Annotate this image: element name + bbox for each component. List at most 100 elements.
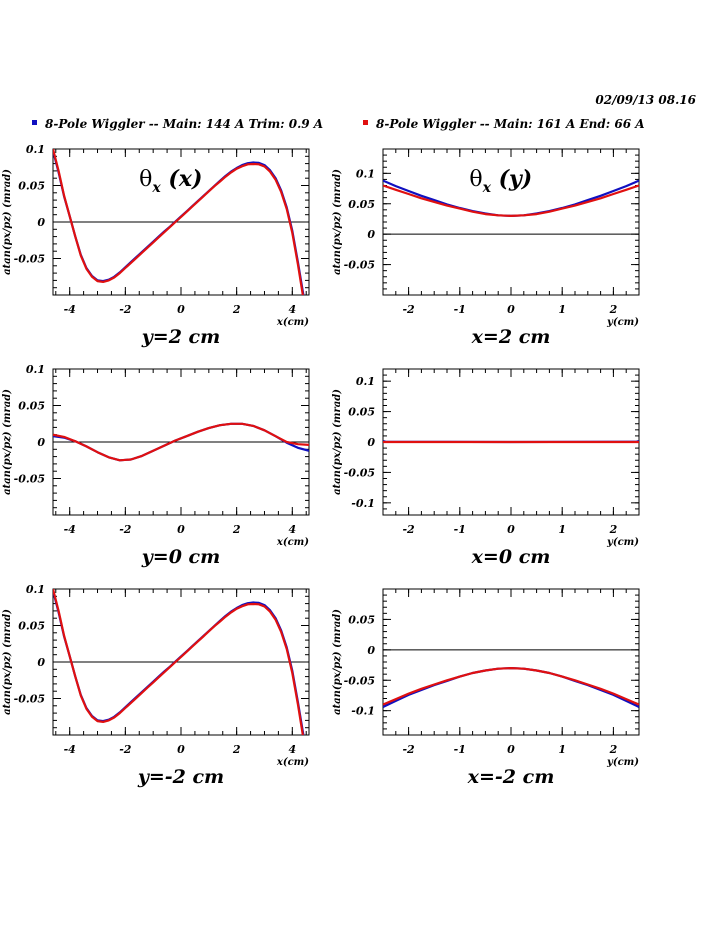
y-tick-label: 0 xyxy=(367,436,375,449)
series-line-red xyxy=(53,149,304,295)
plot-frame xyxy=(382,588,640,736)
series-line-red xyxy=(53,422,309,462)
panel-title: θx (y) xyxy=(469,166,532,196)
y-tick-label: 0.05 xyxy=(348,406,375,419)
panel-5: -2 -1 0 1 2 -0.1 -0.05 0 0.05 atan(px/pz) (mrad) y… xyxy=(332,588,640,788)
x-tick-label: -4 xyxy=(64,523,76,536)
x-tick-label: 4 xyxy=(288,523,296,536)
y-tick-label: -0.1 xyxy=(351,705,375,718)
y-tick-label: 0 xyxy=(37,656,45,669)
x-tick-label: -1 xyxy=(454,743,466,756)
x-tick-label: -2 xyxy=(402,523,415,536)
panel-caption: x=0 cm xyxy=(471,546,551,568)
x-axis-label: y(cm) xyxy=(606,537,639,548)
y-tick-label: -0.05 xyxy=(14,253,45,266)
panel-caption: y=2 cm xyxy=(141,326,220,348)
panel-caption: y=-2 cm xyxy=(137,766,224,788)
y-tick-label: -0.05 xyxy=(14,693,45,706)
y-tick-label: -0.05 xyxy=(344,466,375,479)
y-tick-label: 0.1 xyxy=(26,363,45,376)
series-line-red xyxy=(383,184,639,217)
x-tick-label: 2 xyxy=(609,523,618,536)
x-tick-label: 0 xyxy=(507,743,515,756)
x-tick-label: 2 xyxy=(609,743,618,756)
x-axis-label: y(cm) xyxy=(606,317,639,328)
y-tick-label: 0.05 xyxy=(18,180,45,193)
y-tick-label: 0.1 xyxy=(356,167,375,180)
date-stamp: 02/09/13 08.16 xyxy=(595,93,696,107)
x-tick-label: 0 xyxy=(177,523,185,536)
panel-title: θx (x) xyxy=(139,166,202,196)
y-tick-label: 0 xyxy=(367,644,375,657)
y-tick-label: 0.1 xyxy=(26,583,45,596)
panel-caption: x=2 cm xyxy=(471,326,551,348)
y-tick-label: -0.1 xyxy=(351,497,375,510)
x-axis-label: x(cm) xyxy=(276,537,309,548)
series-line-red xyxy=(53,589,304,735)
panel-2: -4 -2 0 2 4 -0.05 0 0.05 0.1 atan(px/pz) (mrad) x(… xyxy=(2,363,310,568)
y-axis-label: atan(px/pz) (mrad) xyxy=(332,169,343,275)
y-tick-label: 0.05 xyxy=(18,620,45,633)
x-tick-label: 2 xyxy=(232,303,241,316)
x-tick-label: 4 xyxy=(288,743,296,756)
x-axis-label: y(cm) xyxy=(606,757,639,768)
x-tick-label: -2 xyxy=(402,303,415,316)
series-line-red xyxy=(383,666,639,706)
x-tick-label: -4 xyxy=(64,743,76,756)
series-group xyxy=(53,149,305,295)
x-tick-label: -2 xyxy=(119,523,132,536)
series-group xyxy=(53,589,305,735)
x-tick-label: -4 xyxy=(64,303,76,316)
x-tick-label: -1 xyxy=(454,303,466,316)
y-tick-label: 0.05 xyxy=(348,613,375,626)
y-tick-label: -0.05 xyxy=(14,473,45,486)
x-tick-label: 0 xyxy=(507,303,515,316)
x-tick-label: 0 xyxy=(507,523,515,536)
panel-3: -2 -1 0 1 2 -0.1 -0.05 0 0.05 0.1 atan(px/pz) (mra… xyxy=(332,368,640,568)
y-axis-label: atan(px/pz) (mrad) xyxy=(2,389,13,495)
y-axis-label: atan(px/pz) (mrad) xyxy=(332,609,343,715)
x-tick-label: -1 xyxy=(454,523,466,536)
series-group xyxy=(383,666,639,708)
x-axis-label: x(cm) xyxy=(276,317,309,328)
y-tick-label: 0.1 xyxy=(356,375,375,388)
panel-4: -4 -2 0 2 4 -0.05 0 0.05 0.1 atan(px/pz) (mrad) x(… xyxy=(2,583,310,788)
series-group xyxy=(383,179,639,217)
series-group xyxy=(383,440,639,444)
y-axis-label: atan(px/pz) (mrad) xyxy=(2,609,13,715)
y-tick-label: 0.05 xyxy=(18,400,45,413)
x-tick-label: 1 xyxy=(558,523,566,536)
legend: 8-Pole Wiggler -- Main: 144 A Trim: 0.9 … xyxy=(32,117,645,131)
x-tick-label: -2 xyxy=(119,303,132,316)
x-tick-label: 0 xyxy=(177,303,185,316)
x-tick-label: 1 xyxy=(558,303,566,316)
y-tick-label: 0 xyxy=(37,216,45,229)
panel-caption: y=0 cm xyxy=(141,546,220,568)
legend-marker-red xyxy=(363,120,368,125)
x-axis-label: x(cm) xyxy=(276,757,309,768)
x-tick-label: 4 xyxy=(288,303,296,316)
series-line-blue xyxy=(383,666,639,708)
legend-label-blue: 8-Pole Wiggler -- Main: 144 A Trim: 0.9 … xyxy=(45,117,323,131)
legend-label-red: 8-Pole Wiggler -- Main: 161 A End: 66 A xyxy=(376,117,645,131)
y-tick-label: 0 xyxy=(367,228,375,241)
panel-caption: x=-2 cm xyxy=(467,766,555,788)
x-tick-label: -2 xyxy=(119,743,132,756)
panel-1: -2 -1 0 1 2 -0.05 0 0.05 0.1 atan(px/pz) (mrad) y(… xyxy=(332,148,640,348)
x-tick-label: -2 xyxy=(402,743,415,756)
y-tick-label: 0 xyxy=(37,436,45,449)
x-tick-label: 0 xyxy=(177,743,185,756)
panel-0: -4 -2 0 2 4 -0.05 0 0.05 0.1 atan(px/pz) (mrad) x(… xyxy=(2,143,310,348)
y-axis-label: atan(px/pz) (mrad) xyxy=(2,169,13,275)
x-tick-label: 2 xyxy=(232,523,241,536)
y-tick-label: -0.05 xyxy=(344,259,375,272)
x-tick-label: 2 xyxy=(609,303,618,316)
y-axis-label: atan(px/pz) (mrad) xyxy=(332,389,343,495)
x-tick-label: 1 xyxy=(558,743,566,756)
legend-marker-blue xyxy=(32,120,37,125)
y-tick-label: 0.05 xyxy=(348,198,375,211)
y-tick-label: -0.05 xyxy=(344,674,375,687)
x-tick-label: 2 xyxy=(232,743,241,756)
y-tick-label: 0.1 xyxy=(26,143,45,156)
